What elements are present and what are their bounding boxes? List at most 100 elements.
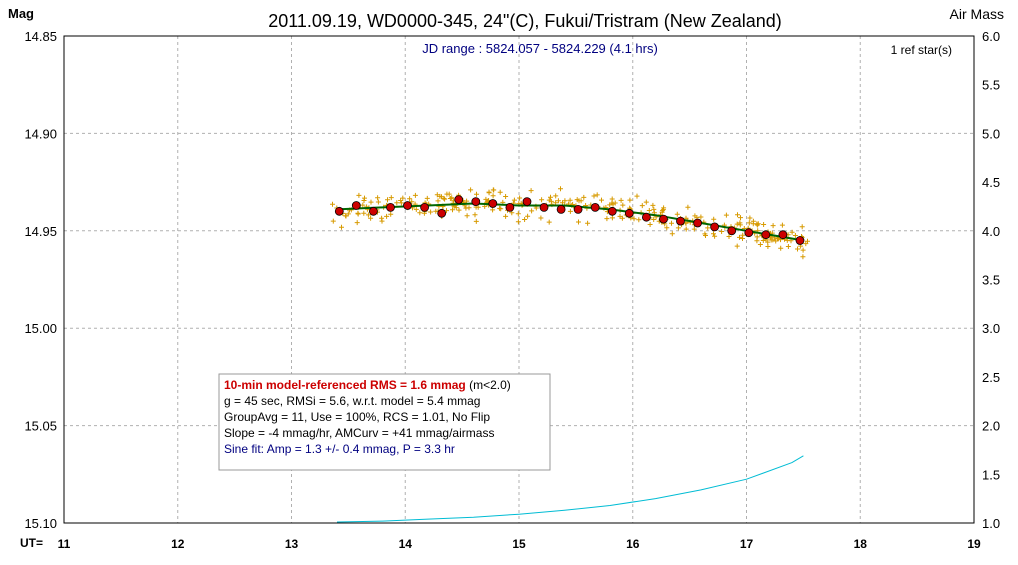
raw-point [365,212,371,218]
raw-point [398,200,404,206]
raw-point [698,214,704,220]
raw-point [692,213,698,219]
group-avg-point [710,222,719,232]
raw-point [581,194,587,200]
raw-point [609,196,615,202]
y-tick-label: 14.85 [24,29,57,44]
group-avg-point [454,195,464,205]
x-tick-label: 15 [512,537,526,551]
raw-point [659,209,665,215]
group-avg-point [522,197,532,207]
raw-point [651,206,657,212]
raw-point [719,229,725,234]
y2-tick-label: 1.5 [982,467,1000,482]
y2-tick-label: 3.5 [982,273,1000,288]
raw-point [619,215,625,221]
raw-point [740,232,746,238]
raw-point [456,207,462,213]
raw-point [529,208,535,214]
group-avg-point [420,202,430,212]
raw-point [555,198,561,204]
group-avg-point [539,202,549,212]
raw-point [754,234,760,240]
airmass-curve [336,455,804,523]
raw-point [639,203,645,209]
plot-frame [63,35,975,524]
group-average-points [334,195,805,245]
raw-point [463,205,469,211]
y-tick-label: 14.90 [24,126,57,141]
raw-point [360,202,366,208]
raw-point [375,195,381,201]
raw-point [368,215,374,221]
raw-point [409,199,415,205]
raw-point [468,187,474,193]
raw-point [400,195,406,201]
y2-tick-label: 2.5 [982,370,1000,385]
info-line-3: GroupAvg = 11, Use = 100%, RCS = 1.01, N… [224,410,490,424]
group-avg-point [727,226,737,236]
raw-point [734,243,740,249]
info-box-frame [218,373,551,471]
raw-point [515,211,521,217]
x-tick-label: 18 [854,537,868,551]
raw-point [604,216,610,222]
x-tick-label: 14 [399,537,413,551]
x-tick-label: 17 [740,537,754,551]
raw-point [444,191,450,197]
raw-point [612,200,618,206]
raw-point [738,215,743,221]
raw-point [490,193,496,199]
raw-point [647,222,653,227]
raw-point [674,211,680,217]
group-avg-point [437,208,447,218]
raw-point [778,245,784,251]
raw-point [407,196,413,202]
raw-point [661,205,667,211]
raw-point [664,225,670,231]
raw-point [650,202,656,208]
raw-point [599,197,604,203]
x-tick-label: 16 [626,537,640,551]
raw-point [472,212,478,218]
y-tick-labels: 14.85 14.90 14.95 15.00 15.05 15.10 [24,29,57,531]
raw-point [562,198,568,204]
raw-point [636,217,642,223]
raw-point [375,199,381,205]
y-tick-label: 15.05 [24,419,57,434]
raw-point [765,244,771,249]
raw-point [435,198,441,204]
group-avg-point [488,199,498,208]
raw-point [803,241,809,247]
jd-range-label: JD range : 5824.057 - 5824.229 (4.1 hrs) [422,41,658,56]
raw-point [474,191,479,197]
raw-point [576,198,582,204]
raw-point [618,197,624,203]
raw-point [515,219,521,225]
raw-point [417,210,423,216]
y-tick-label: 14.95 [24,224,57,239]
raw-point [609,215,615,221]
raw-point [517,195,523,201]
raw-point [779,222,785,228]
raw-point [538,215,544,221]
grid-lines [64,36,974,523]
y-tick-label: 15.10 [24,516,57,531]
raw-point [770,223,776,229]
info-line-5: Sine fit: Amp = 1.3 +/- 0.4 mmag, P = 3.… [224,442,455,456]
group-avg-point [573,204,583,214]
raw-point [795,246,800,252]
group-avg-point [693,218,702,228]
y2-tick-label: 4.5 [982,175,1000,190]
raw-point [585,220,591,226]
raw-point [631,216,637,222]
raw-point [522,217,528,222]
raw-point [511,197,517,203]
group-avg-point [659,214,668,224]
raw-point [789,229,795,235]
group-avg-point [795,236,805,245]
group-avg-point [590,202,600,212]
y2-tick-labels: 6.0 5.5 5.0 4.5 4.0 3.5 3.0 2.5 2.0 1.5 1.0 [982,29,1000,531]
